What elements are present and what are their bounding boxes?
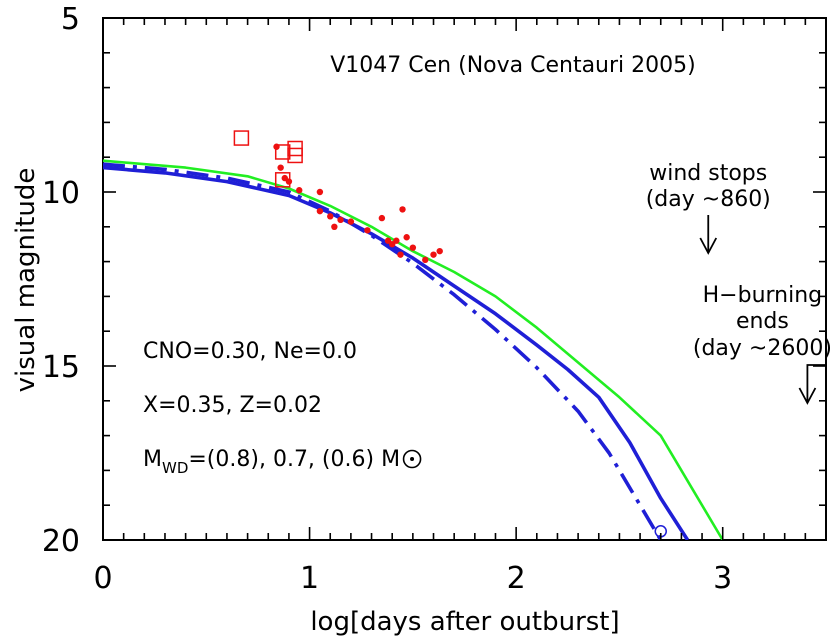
- y-tick-label: 20: [42, 524, 80, 559]
- wind-stops-label: wind stops: [649, 161, 767, 186]
- obs-dot: [378, 214, 386, 222]
- params-xz: X=0.35, Z=0.02: [143, 393, 322, 418]
- obs-dot: [409, 244, 417, 251]
- plot-frame: [102, 17, 827, 541]
- mass-values: =(0.8), 0.7, (0.6) M: [188, 447, 400, 472]
- wind-arrow-head: [699, 237, 718, 255]
- model-curves: [103, 159, 724, 540]
- params-mass: MWD=(0.8), 0.7, (0.6) M: [143, 447, 400, 477]
- obs-dot: [403, 234, 410, 241]
- h-burning-label: H−burning: [703, 283, 823, 308]
- y-tick-label: 15: [42, 350, 80, 385]
- x-tick-label: 0: [93, 561, 112, 596]
- axis-ticks: 0 1 2 3 5 10 15 20: [42, 2, 827, 596]
- solar-mass-icon: [402, 449, 422, 469]
- obs-dot: [399, 206, 406, 213]
- series-blue-dashdot: [103, 162, 663, 540]
- h-burning-day: (day ~2600): [693, 336, 830, 361]
- y-tick-label: 10: [42, 176, 80, 211]
- obs-dot: [430, 251, 437, 258]
- wind-stops-annotation: wind stops (day ~860): [646, 161, 771, 255]
- obs-dot: [285, 178, 293, 185]
- obs-square: [274, 144, 291, 160]
- obs-dot: [436, 247, 443, 255]
- obs-dot: [337, 216, 344, 224]
- obs-dot: [393, 237, 400, 244]
- y-axis-label: visual magnitude: [11, 168, 41, 393]
- obs-dot: [331, 223, 338, 230]
- y-tick-label: 5: [61, 2, 80, 37]
- x-tick-label: 2: [507, 561, 526, 596]
- observations: [233, 130, 667, 538]
- obs-dot: [316, 207, 324, 215]
- x-axis-label: log[days after outburst]: [310, 607, 619, 637]
- obs-dot: [422, 256, 429, 264]
- chart-title: V1047 Cen (Nova Centauri 2005): [330, 53, 695, 78]
- wind-stops-day: (day ~860): [646, 187, 771, 212]
- h-burning-ends: ends: [736, 309, 789, 334]
- h-burning-annotation: H−burning ends (day ~2600): [693, 283, 830, 405]
- x-tick-label: 1: [300, 561, 319, 596]
- x-tick-label: 3: [713, 561, 732, 596]
- obs-dot: [347, 218, 355, 225]
- sun-outer-ring: [402, 449, 422, 469]
- params-cno: CNO=0.30, Ne=0.0: [143, 339, 357, 364]
- mass-symbol: M: [143, 447, 162, 472]
- obs-square: [274, 172, 291, 188]
- obs-dot: [397, 251, 404, 258]
- obs-dot: [364, 227, 371, 234]
- obs-dot: [277, 164, 284, 171]
- series-blue-solid: [103, 165, 690, 540]
- obs-square: [233, 130, 250, 146]
- plot-area: [102, 17, 827, 541]
- obs-dot: [327, 213, 334, 220]
- obs-dot: [296, 187, 303, 194]
- series-green: [103, 159, 724, 540]
- mass-subscript: WD: [162, 459, 188, 477]
- sun-center-dot: [410, 457, 415, 461]
- h-burning-arrow-head: [798, 387, 817, 405]
- h-burning-arrow-shaft: [806, 364, 826, 403]
- obs-dot: [316, 188, 324, 196]
- obs-square: [287, 147, 303, 164]
